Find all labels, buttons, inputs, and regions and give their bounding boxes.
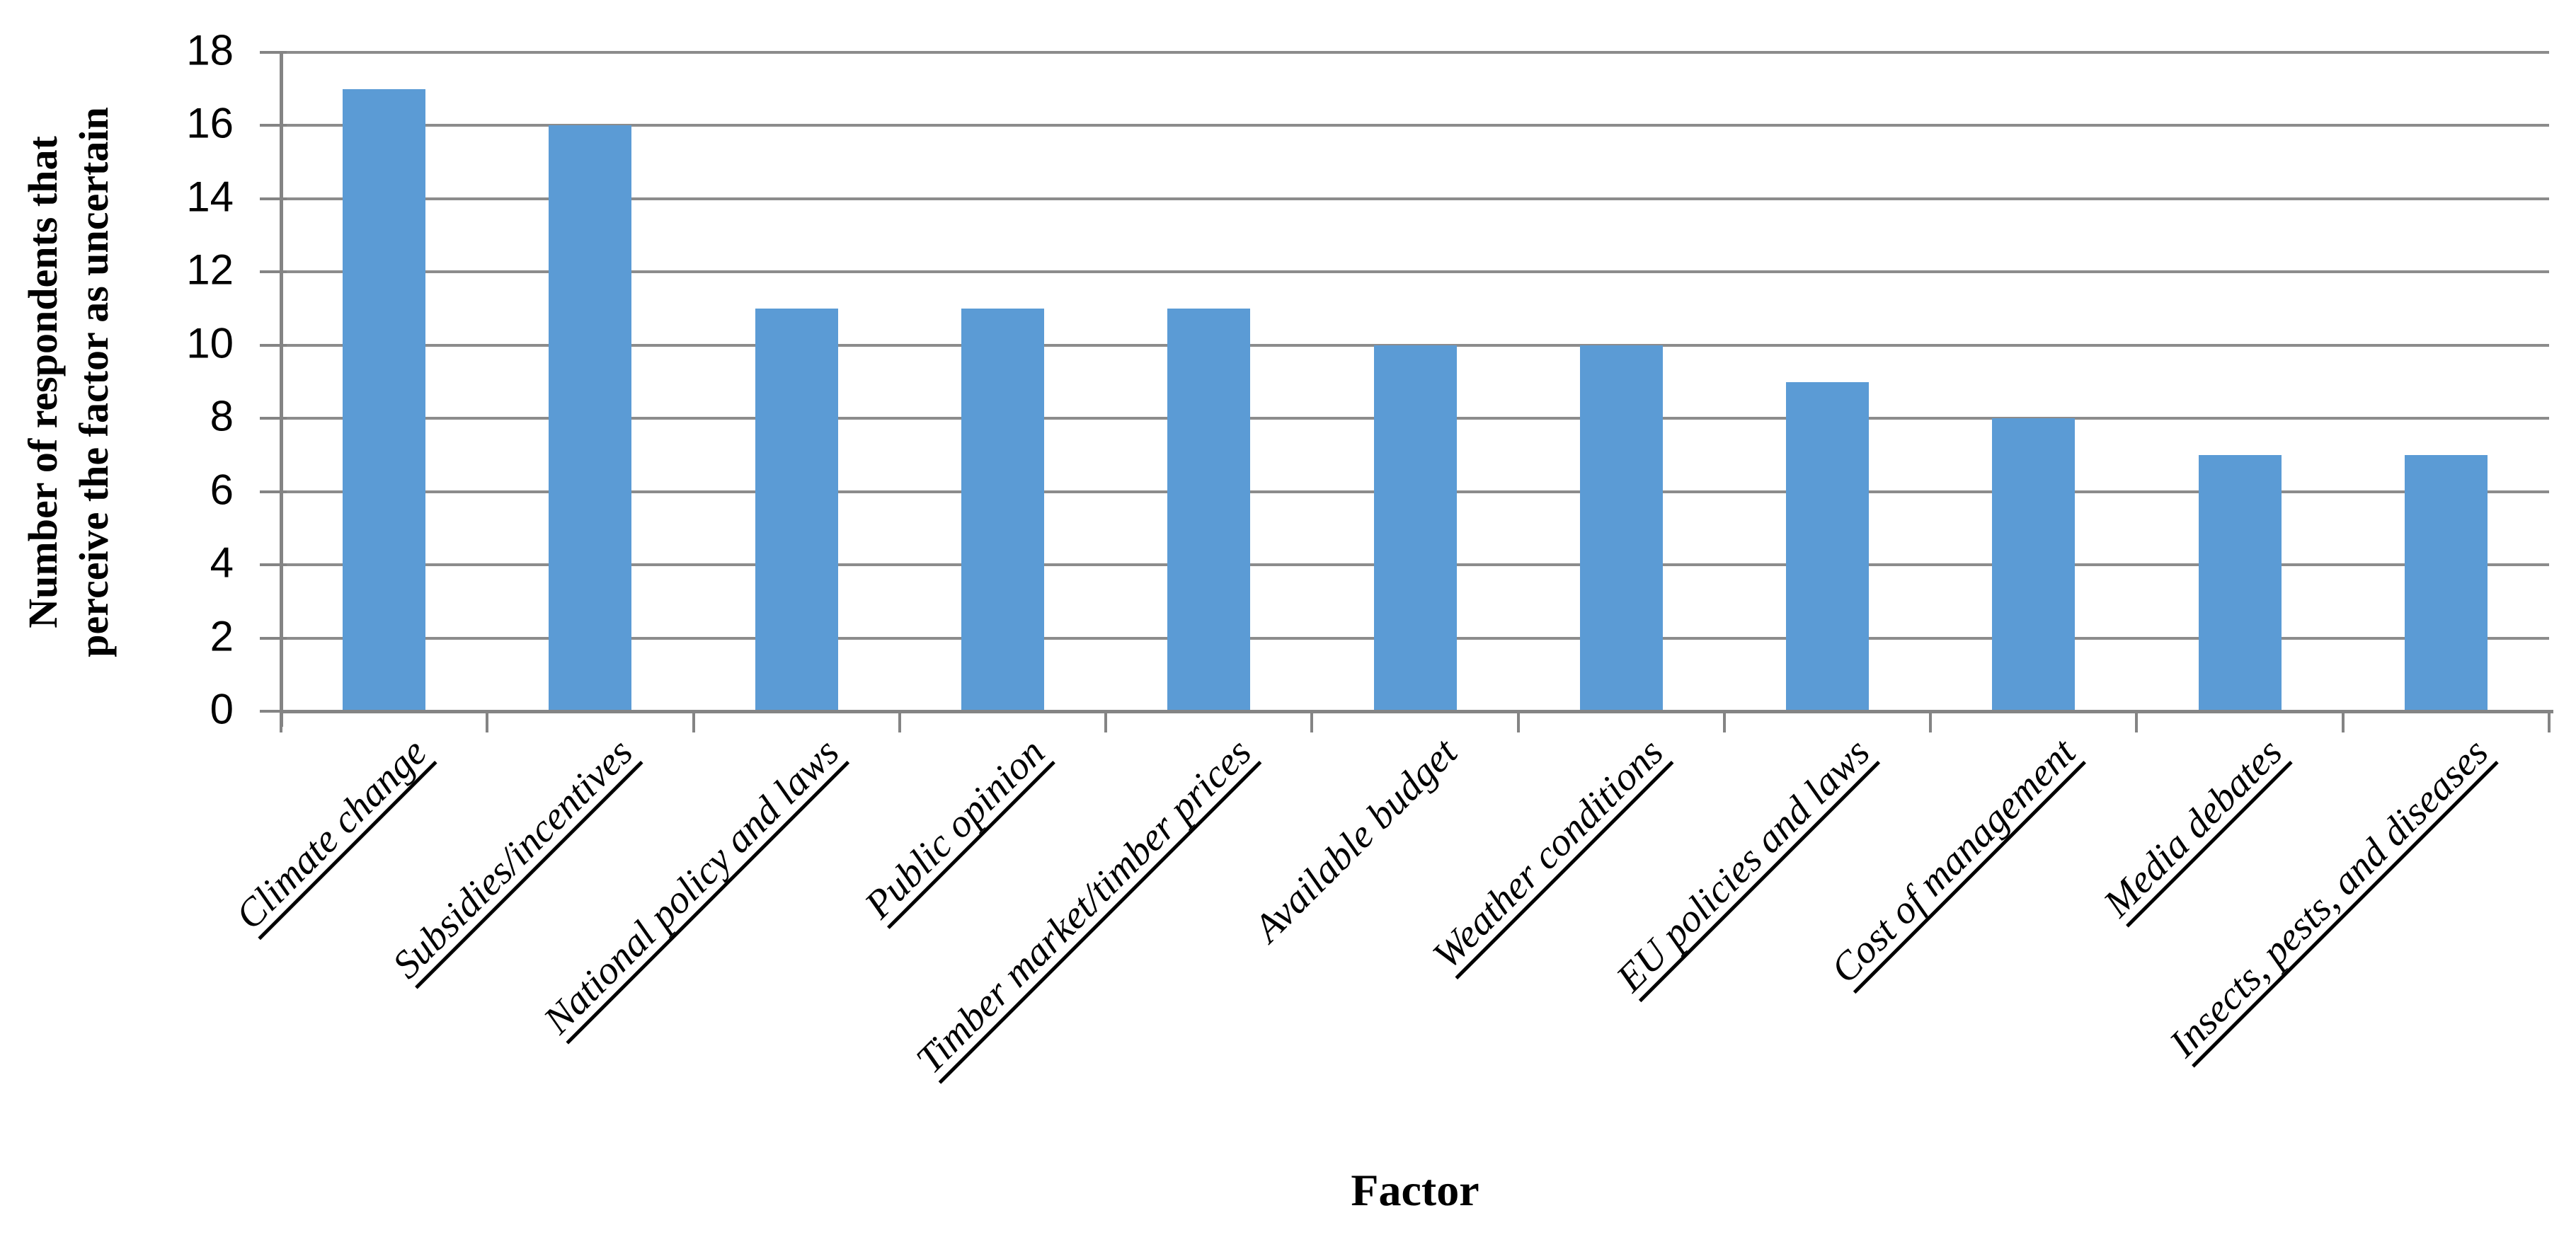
y-tick-mark [260,124,287,127]
x-tick-mark [898,711,901,732]
bar-insects-pests-and-diseases [2404,454,2488,711]
x-category-label-climate-change: Climate change [227,730,435,938]
y-axis-title-line-1: Number of respondents that [20,136,66,628]
y-tick-label: 8 [210,392,234,440]
bar-media-debates [2198,454,2282,711]
gridline [281,124,2549,127]
y-tick-mark [260,490,287,493]
gridline [281,270,2549,274]
x-tick-mark [2341,711,2345,732]
x-category-label-media-debates: Media debates [2095,730,2291,926]
y-tick-label: 2 [210,612,234,660]
y-axis-line [280,52,283,727]
bar-public-opinion [961,309,1044,711]
y-tick-mark [260,343,287,347]
y-tick-mark [260,563,287,567]
x-tick-mark [1722,711,1726,732]
y-tick-label: 16 [186,100,234,148]
x-axis-line [280,710,2553,713]
x-category-label-public-opinion: Public opinion [857,730,1054,927]
bar-timber-market-timber-prices [1167,309,1251,711]
x-tick-mark [1929,711,1933,732]
x-tick-mark [2548,711,2551,732]
x-category-label-available-budget: Available budget [1245,730,1466,950]
x-category-label-timber-market-timber-prices: Timber market/timber prices [908,730,1260,1082]
y-tick-label: 14 [186,173,234,221]
bar-national-policy-and-laws [755,309,838,711]
bar-climate-change [343,88,426,711]
y-tick-label: 4 [210,539,234,587]
bar-eu-policies-and-laws [1786,381,1870,711]
y-tick-mark [260,51,287,54]
x-tick-mark [486,711,489,732]
bar-weather-conditions [1579,345,1663,711]
y-tick-mark [260,197,287,200]
x-tick-mark [1310,711,1314,732]
bar-subsidies-incentives [549,125,632,711]
x-tick-mark [2135,711,2139,732]
x-tick-mark [1516,711,1520,732]
x-axis-title: Factor [1351,1165,1479,1215]
bar-available-budget [1373,345,1457,711]
gridline [281,51,2549,54]
y-tick-label: 10 [186,319,234,367]
y-tick-mark [260,710,287,713]
y-tick-label: 6 [210,466,234,514]
y-tick-mark [260,636,287,640]
gridline [281,197,2549,200]
y-tick-label: 12 [186,246,234,294]
x-tick-mark [280,711,282,732]
x-tick-mark [1104,711,1108,732]
y-tick-label: 18 [186,26,234,74]
x-tick-mark [692,711,695,732]
y-tick-mark [260,270,287,274]
y-tick-label: 0 [210,685,234,733]
y-tick-mark [260,417,287,420]
bar-cost-of-management [1992,418,2076,711]
x-category-label-weather-conditions: Weather conditions [1424,730,1673,978]
